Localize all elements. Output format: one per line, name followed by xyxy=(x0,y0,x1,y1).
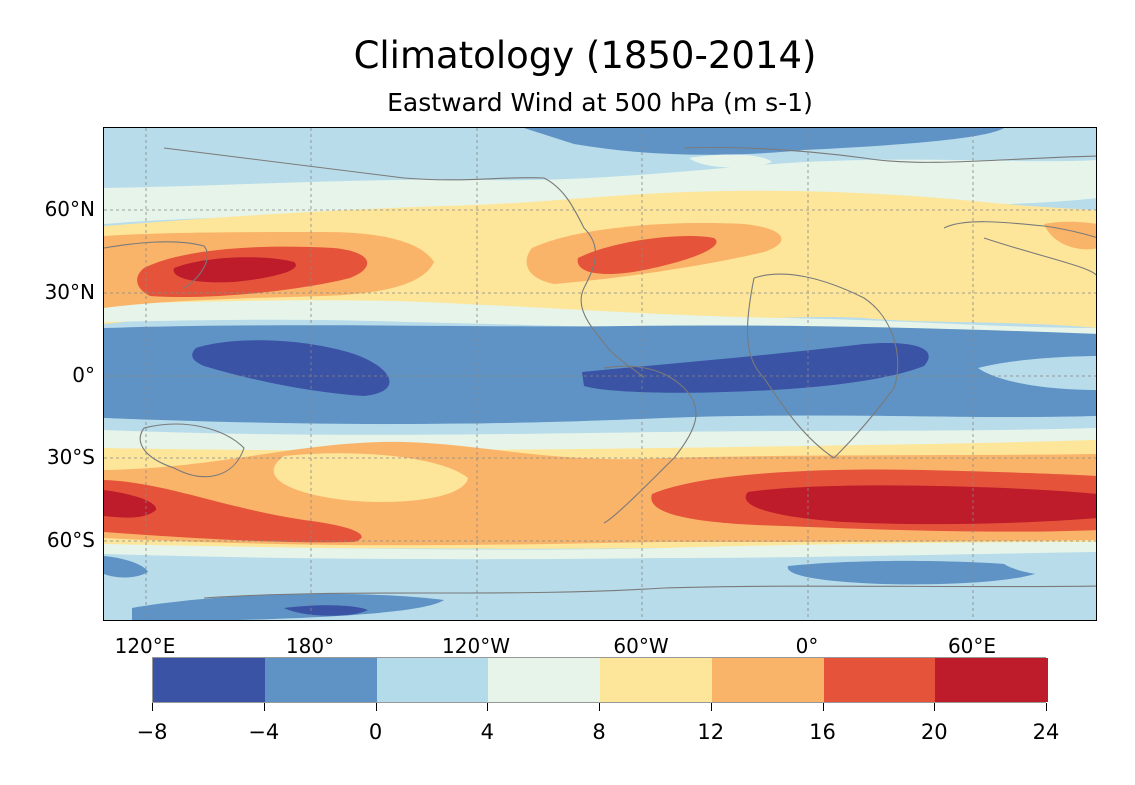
colorbar-tick xyxy=(152,703,153,711)
lon-label: 0° xyxy=(795,634,819,658)
colorbar-tick xyxy=(934,703,936,711)
colorbar-tick xyxy=(1046,703,1047,711)
contour-band-16-20 xyxy=(577,236,717,274)
colorbar-tick-label: 8 xyxy=(592,720,606,744)
lon-label: 60°W xyxy=(613,634,669,658)
contour-band-20-24 xyxy=(173,257,296,283)
colorbar-tick xyxy=(487,703,489,711)
lat-label: 30°N xyxy=(44,280,95,304)
contour-band-16-20 xyxy=(104,480,362,543)
contour-band-0-4 xyxy=(1004,556,1096,577)
contour-band-8-12 xyxy=(273,453,468,502)
colorbar-tick xyxy=(599,703,600,711)
contour-band-4-8 xyxy=(104,542,1096,560)
lon-label: 120°E xyxy=(114,634,176,658)
lat-label: 0° xyxy=(72,363,95,387)
colorbar-tick-label: 20 xyxy=(920,720,948,744)
lon-label: 120°W xyxy=(442,634,510,658)
plot-subtitle: Eastward Wind at 500 hPa (m s-1) xyxy=(387,88,813,117)
contour-band-0-4 xyxy=(978,356,1096,390)
colorbar-tick-label: 16 xyxy=(809,720,836,744)
wind-contour-map xyxy=(104,128,1096,620)
colorbar-segment xyxy=(153,658,266,702)
graticule xyxy=(104,128,1096,620)
colorbar-tick-label: 24 xyxy=(1032,720,1060,744)
contour-band-20-24 xyxy=(104,490,157,518)
colorbar-segment xyxy=(264,658,377,702)
contour-band-20-24 xyxy=(745,485,1096,525)
contour-band-neg4-0 xyxy=(104,556,148,578)
colorbar-tick-label: −8 xyxy=(136,720,168,744)
contour-band-neg8-neg4 xyxy=(192,340,390,396)
contour-band-neg8-neg4 xyxy=(582,342,929,393)
colorbar-tick xyxy=(710,703,712,711)
contour-band-4-8 xyxy=(104,159,1096,224)
map-panel xyxy=(103,127,1097,621)
contour-band-4-8 xyxy=(689,154,772,168)
colorbar-tick xyxy=(263,703,265,711)
contour-band-neg8-neg4 xyxy=(284,605,368,616)
contour-band-12-16 xyxy=(1044,221,1096,250)
lon-label: 60°E xyxy=(947,634,997,658)
contour-band-neg4-0 xyxy=(132,593,444,620)
colorbar xyxy=(152,657,1048,703)
colorbar-tick-label: 12 xyxy=(697,720,725,744)
colorbar-tick-label: 0 xyxy=(368,720,383,744)
lat-label: 30°S xyxy=(46,445,95,469)
colorbar-tick xyxy=(822,703,824,711)
contour-band-neg4-0 xyxy=(787,560,1048,585)
colorbar-segment xyxy=(600,658,713,702)
colorbar-segment xyxy=(823,658,936,702)
colorbar-tick xyxy=(375,703,377,711)
colorbar-segment xyxy=(488,658,601,702)
colorbar-segment xyxy=(935,658,1048,702)
lat-label: 60°N xyxy=(44,197,95,221)
lon-label: 180° xyxy=(285,634,335,658)
contour-band-neg4-0 xyxy=(524,128,1004,155)
plot-title: Climatology (1850-2014) xyxy=(353,34,817,77)
colorbar-tick-label: −4 xyxy=(248,720,280,744)
colorbar-tick-label: 4 xyxy=(480,720,494,744)
coastlines xyxy=(104,146,1096,599)
colorbar-segment xyxy=(711,658,824,702)
colorbar-segment xyxy=(376,658,489,702)
lat-label: 60°S xyxy=(46,528,95,552)
